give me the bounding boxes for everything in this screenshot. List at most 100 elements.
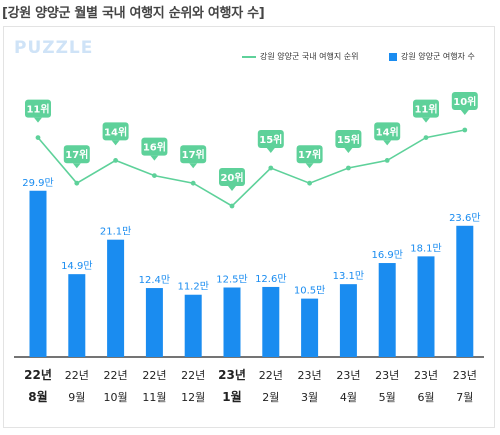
rank-label-1: 17위: [65, 148, 88, 161]
rank-badge-10: 11위: [413, 99, 439, 123]
rank-badge-5: 20위: [219, 168, 245, 191]
chart-plot: 29.9만 14.9만 21.1만 12.4만 11.2만 12.5만 12.6만 10.5만…: [14, 92, 484, 404]
rank-label-0: 11위: [26, 103, 49, 116]
rank-label-5: 20위: [220, 171, 243, 184]
rank-badge-tail-1: [72, 163, 81, 169]
rank-badge-tail-10: [422, 117, 430, 123]
tick-month-11: 7월: [456, 391, 473, 404]
tick-month-10: 6월: [417, 391, 434, 404]
tick-month-8: 4월: [340, 391, 357, 404]
rank-badge-1: 17위: [63, 145, 90, 169]
rank-badge-6: 15위: [257, 130, 284, 153]
rank-badge-box-11: [451, 92, 478, 110]
legend-visitors-label: 강원 양양군 여행자 수: [401, 52, 475, 61]
rank-badge-tail-8: [344, 148, 353, 153]
tick-month-2: 10월: [104, 391, 128, 404]
rank-point-7: [307, 180, 312, 186]
rank-point-6: [268, 165, 274, 171]
bar-0: [29, 190, 47, 357]
rank-badge-tail-5: [228, 186, 236, 191]
bar-7: [301, 298, 319, 357]
rank-label-8: 15위: [337, 133, 360, 146]
rank-badge-tail-7: [305, 163, 314, 169]
rank-point-5: [229, 203, 235, 209]
bar-5: [223, 287, 241, 357]
rank-badge-box-1: [63, 145, 90, 164]
rank-badge-0: 11위: [25, 99, 51, 123]
puzzle-logo: PUZZLE: [14, 38, 94, 58]
rank-badge-3: 16위: [141, 137, 168, 161]
rank-badge-box-8: [335, 130, 362, 148]
bar-11: [456, 225, 474, 357]
rank-badge-tail-3: [150, 155, 159, 161]
rank-badge-tail-2: [111, 140, 120, 146]
rank-point-4: [190, 180, 196, 186]
bar-label-5: 12.5만: [216, 274, 247, 286]
legend-rank: 강원 양양군 국내 여행지 순위: [242, 51, 359, 62]
tick-year-0: 22년: [24, 368, 52, 382]
rank-point-3: [152, 173, 157, 179]
rank-badge-8: 15위: [335, 130, 362, 153]
tick-year-3: 22년: [142, 369, 166, 382]
bar-label-9: 16.9만: [371, 249, 402, 261]
tick-year-5: 23년: [218, 368, 246, 382]
bar-label-8: 13.1만: [333, 270, 364, 282]
legend-visitors: 강원 양양군 여행자 수: [389, 51, 475, 62]
tick-month-4: 12월: [181, 391, 205, 404]
bar-label-10: 18.1만: [410, 242, 441, 254]
tick-year-4: 22년: [181, 369, 205, 382]
rank-badge-tail-6: [266, 148, 275, 153]
rank-label-2: 14위: [104, 125, 127, 138]
tick-month-5: 1월: [222, 389, 241, 404]
rank-point-11: [462, 127, 468, 133]
tick-year-9: 23년: [375, 369, 399, 382]
bar-label-7: 10.5만: [294, 285, 325, 297]
rank-point-8: [346, 165, 351, 171]
bar-9: [378, 263, 396, 357]
tick-year-2: 22년: [104, 369, 128, 382]
bar-10: [417, 256, 435, 357]
rank-label-11: 10위: [453, 95, 476, 108]
tick-year-11: 23년: [453, 369, 477, 382]
rank-badge-box-4: [180, 145, 207, 164]
rank-point-2: [113, 158, 118, 163]
tick-month-9: 5월: [379, 391, 396, 404]
tick-year-1: 22년: [65, 369, 89, 382]
rank-label-3: 16위: [143, 141, 166, 154]
tick-year-6: 22년: [259, 369, 283, 382]
bar-2: [107, 239, 125, 357]
rank-label-6: 15위: [259, 133, 282, 146]
tick-year-8: 23년: [336, 369, 360, 382]
rank-badge-box-0: [25, 99, 51, 118]
bar-label-11: 23.6만: [449, 212, 480, 224]
rank-label-4: 17위: [182, 148, 205, 161]
rank-badge-tail-11: [460, 110, 469, 115]
chart-card: PUZZLE 강원 양양군 국내 여행지 순위 강원 양양군 여행자 수 29.…: [3, 26, 495, 428]
rank-badge-4: 17위: [180, 145, 207, 169]
bar-label-4: 11.2만: [177, 281, 208, 293]
tick-month-6: 2월: [262, 391, 279, 404]
rank-badge-tail-0: [34, 117, 42, 123]
tick-month-3: 11월: [142, 391, 166, 404]
rank-line: [37, 129, 465, 207]
rank-point-1: [74, 180, 80, 186]
bar-label-2: 21.1만: [100, 226, 131, 238]
rank-badge-box-10: [413, 99, 439, 118]
rank-label-9: 14위: [376, 125, 399, 138]
rank-badge-tail-4: [189, 163, 198, 169]
rank-badge-7: 17위: [296, 145, 323, 169]
bar-1: [68, 274, 86, 357]
chart-title: [강원 양양군 월별 국내 여행지 순위와 여행자 수]: [2, 6, 265, 21]
rank-badge-box-3: [141, 137, 168, 156]
bar-6: [262, 286, 280, 357]
rank-badge-11: 10위: [451, 92, 478, 115]
rank-badge-tail-9: [383, 140, 392, 146]
tick-year-10: 23년: [414, 369, 438, 382]
rank-point-9: [384, 158, 390, 163]
rank-badge-2: 14위: [102, 122, 129, 146]
rank-point-0: [35, 135, 41, 140]
rank-badge-box-7: [296, 145, 323, 164]
rank-badge-box-5: [219, 168, 245, 186]
bar-label-1: 14.9만: [61, 260, 92, 272]
rank-badge-box-9: [374, 122, 401, 141]
